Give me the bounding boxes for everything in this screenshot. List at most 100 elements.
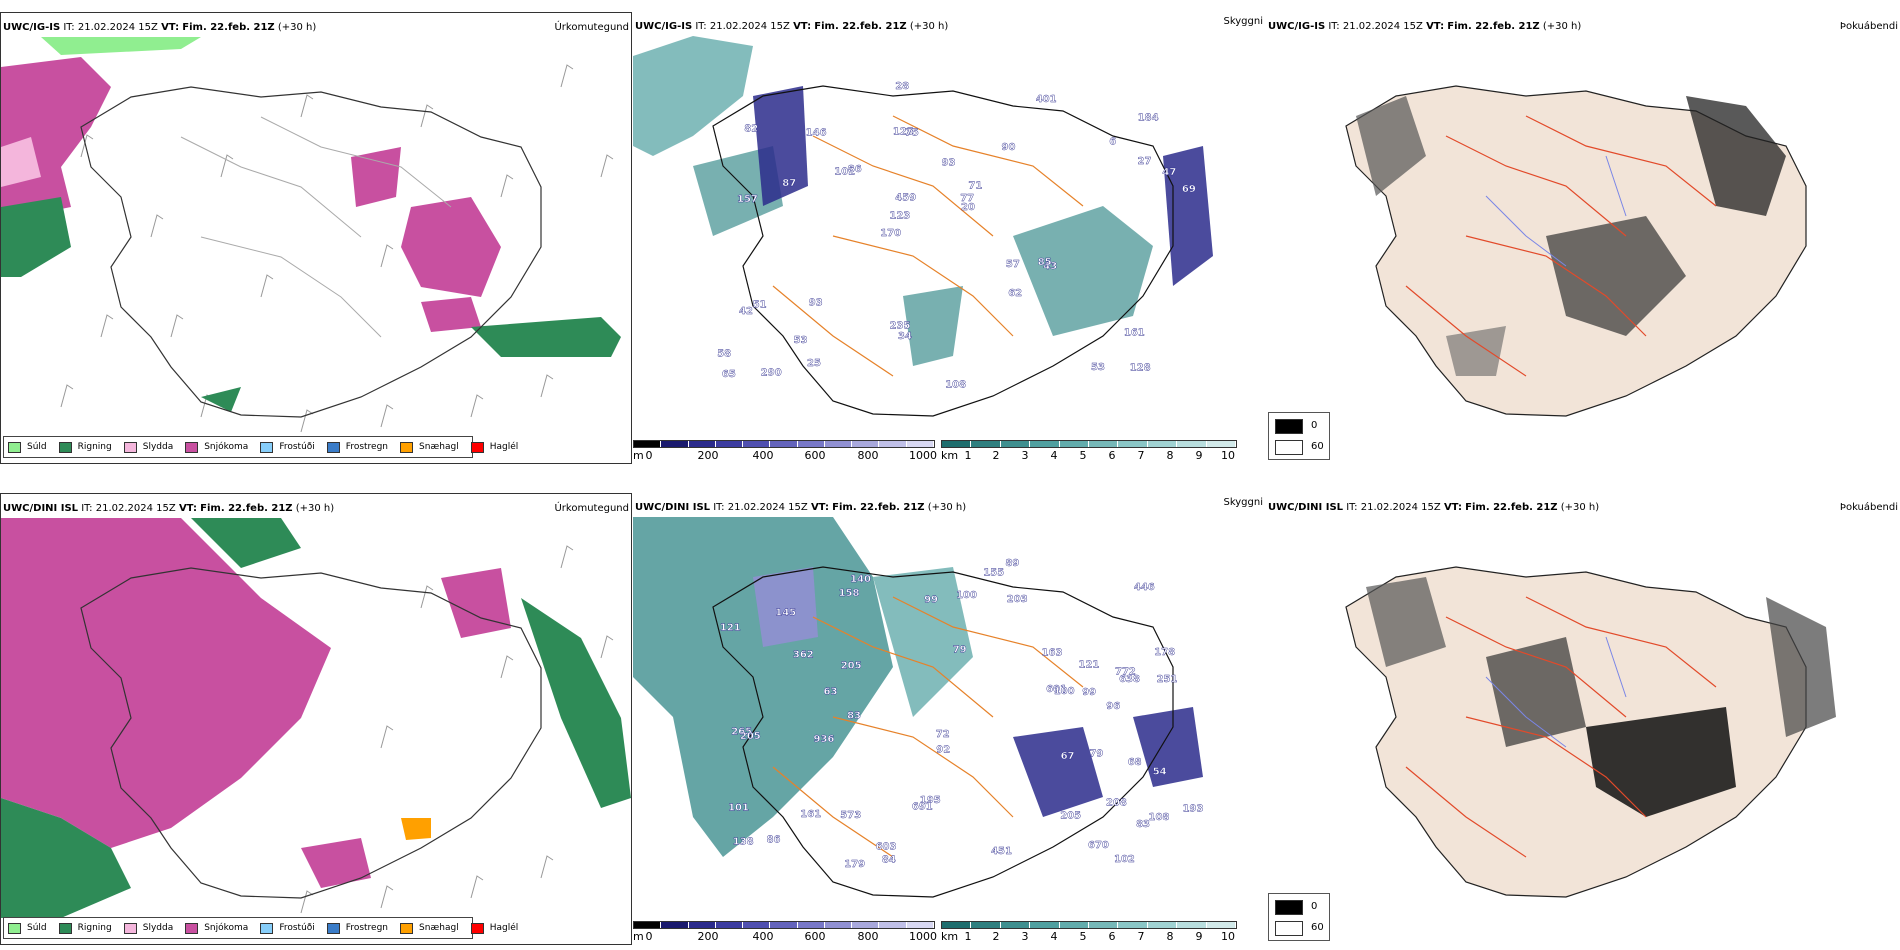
fog-area-3	[1586, 707, 1736, 817]
rain-area-3	[521, 598, 631, 808]
legend-label: Haglél	[489, 923, 519, 933]
visibility-value-label: 193	[1183, 804, 1204, 815]
scale-km-tick: 6	[1108, 930, 1116, 943]
visibility-value-label: 128	[1130, 362, 1151, 373]
legend-rain: Rigning	[58, 922, 112, 934]
visibility-value-label: 158	[839, 588, 860, 599]
model-name: UWC/IG-IS	[635, 21, 693, 32]
visibility-value-label: 179	[844, 859, 865, 870]
low-vis-area-4	[903, 286, 963, 366]
lead-time: (+30 h)	[295, 503, 335, 514]
panel-header: UWC/DINI ISL IT: 21.02.2024 15Z VT: Fim.…	[1268, 502, 1599, 513]
roads	[1405, 115, 1717, 377]
precip-map	[1, 37, 621, 433]
visibility-value-label: 99	[924, 594, 938, 605]
visibility-value-label: 86	[767, 835, 781, 846]
fog-area	[1366, 577, 1446, 667]
panel-header: UWC/IG-IS IT: 21.02.2024 15Z VT: Fim. 22…	[1268, 21, 1581, 32]
legend-swatch	[123, 441, 137, 453]
visibility-value-label: 96	[1106, 701, 1120, 712]
visibility-value-label: 84	[882, 855, 896, 866]
legend-label: Frostregn	[345, 923, 389, 933]
iceland-coastline	[712, 85, 1174, 417]
snow-area	[1, 57, 111, 217]
scale-m-tick: 400	[752, 449, 774, 462]
visibility-value-label: 92	[936, 744, 950, 755]
scale-km-tick: 7	[1137, 930, 1145, 943]
scale-m-tick: 600	[804, 449, 826, 462]
scale-km-tick: 1	[964, 449, 972, 462]
visibility-value-label: 290	[761, 367, 782, 378]
panel-title: Skyggni	[1223, 497, 1263, 508]
visibility-value-label: 603	[876, 842, 897, 853]
vt-value: Fim. 22.feb. 21Z	[832, 502, 925, 513]
visibility-value-label: 638	[1119, 674, 1140, 685]
legend-label: Snjókoma	[204, 442, 249, 452]
rain-area-2	[471, 317, 621, 357]
it-value: 21.02.2024 15Z	[1342, 21, 1423, 32]
legend-hail: Haglél	[470, 441, 518, 453]
scale-km-unit: km	[941, 449, 959, 462]
legend-label: Súld	[27, 442, 47, 452]
scale-m-tick: 200	[697, 930, 719, 943]
fog-key-label: 60	[1311, 922, 1324, 933]
visibility-value-label: 102	[834, 166, 855, 177]
visibility-value-label: 163	[1042, 648, 1063, 659]
visibility-value-label: 68	[1128, 757, 1142, 768]
visibility-value-label: 69	[1182, 184, 1196, 195]
visibility-value-label: 83	[1136, 819, 1150, 830]
visibility-value-label: 47	[1162, 167, 1176, 178]
visibility-value-label: 62	[1008, 288, 1022, 299]
legend-swatch	[326, 922, 340, 934]
rain-area-2	[191, 518, 301, 568]
scale-km-tick: 3	[1021, 930, 1029, 943]
visibility-value-label: 93	[942, 158, 956, 169]
it-label: IT:	[81, 503, 93, 514]
visibility-value-label: 155	[983, 567, 1004, 578]
vt-label: VT:	[1426, 21, 1445, 32]
fog-key-label: 60	[1311, 441, 1324, 452]
roads	[772, 596, 1084, 858]
panel-header: UWC/IG-IS IT: 21.02.2024 15Z VT: Fim. 22…	[3, 22, 316, 33]
visibility-value-label: 93	[809, 297, 823, 308]
visibility-value-label: 451	[991, 846, 1012, 857]
legend-swatch	[260, 922, 274, 934]
scale-m-tick: 400	[752, 930, 774, 943]
visibility-scale-km	[941, 440, 1237, 448]
legend-swatch	[400, 922, 414, 934]
legend-swatch	[58, 441, 72, 453]
visibility-value-label: 63	[824, 686, 838, 697]
it-label: IT:	[695, 21, 707, 32]
visibility-value-label: 83	[847, 711, 861, 722]
legend-label: Frostúði	[279, 442, 315, 452]
legend-label: Rigning	[77, 923, 112, 933]
visibility-value-label: 100	[1054, 686, 1075, 697]
it-value: 21.02.2024 15Z	[77, 22, 158, 33]
visibility-value-label: 72	[936, 729, 950, 740]
visibility-value-labels: 128 157 184 170 90 290 125 93 51 86 58 53 75 71 43 82 28…	[717, 81, 1196, 391]
legend-sleet: Slydda	[123, 922, 173, 934]
visibility-value-label: 53	[1091, 362, 1105, 373]
roads	[180, 116, 452, 338]
visibility-value-label: 573	[840, 810, 861, 821]
model-name: UWC/DINI ISL	[3, 503, 79, 514]
drizzle-area	[41, 37, 201, 55]
roads	[772, 115, 1084, 377]
fog-area-4	[1446, 326, 1506, 376]
scale-m-tick: 1000	[909, 449, 937, 462]
visibility-value-label: 82	[744, 124, 758, 135]
visibility-value-label: 446	[1134, 582, 1155, 593]
legend-swatch	[58, 922, 72, 934]
visibility-value-label: 235	[890, 320, 911, 331]
snow-area-3	[301, 838, 371, 888]
visibility-value-label: 265	[731, 726, 752, 737]
visibility-value-label: 58	[717, 348, 731, 359]
scale-km-tick: 8	[1166, 930, 1174, 943]
legend-swatch	[8, 922, 21, 934]
vt-label: VT:	[178, 503, 197, 514]
visibility-value-label: 125	[893, 126, 914, 137]
visibility-value-label: 205	[1060, 811, 1081, 822]
snow-area-2	[351, 147, 401, 207]
visibility-value-label: 121	[720, 622, 741, 633]
snow-area-4	[421, 297, 481, 332]
